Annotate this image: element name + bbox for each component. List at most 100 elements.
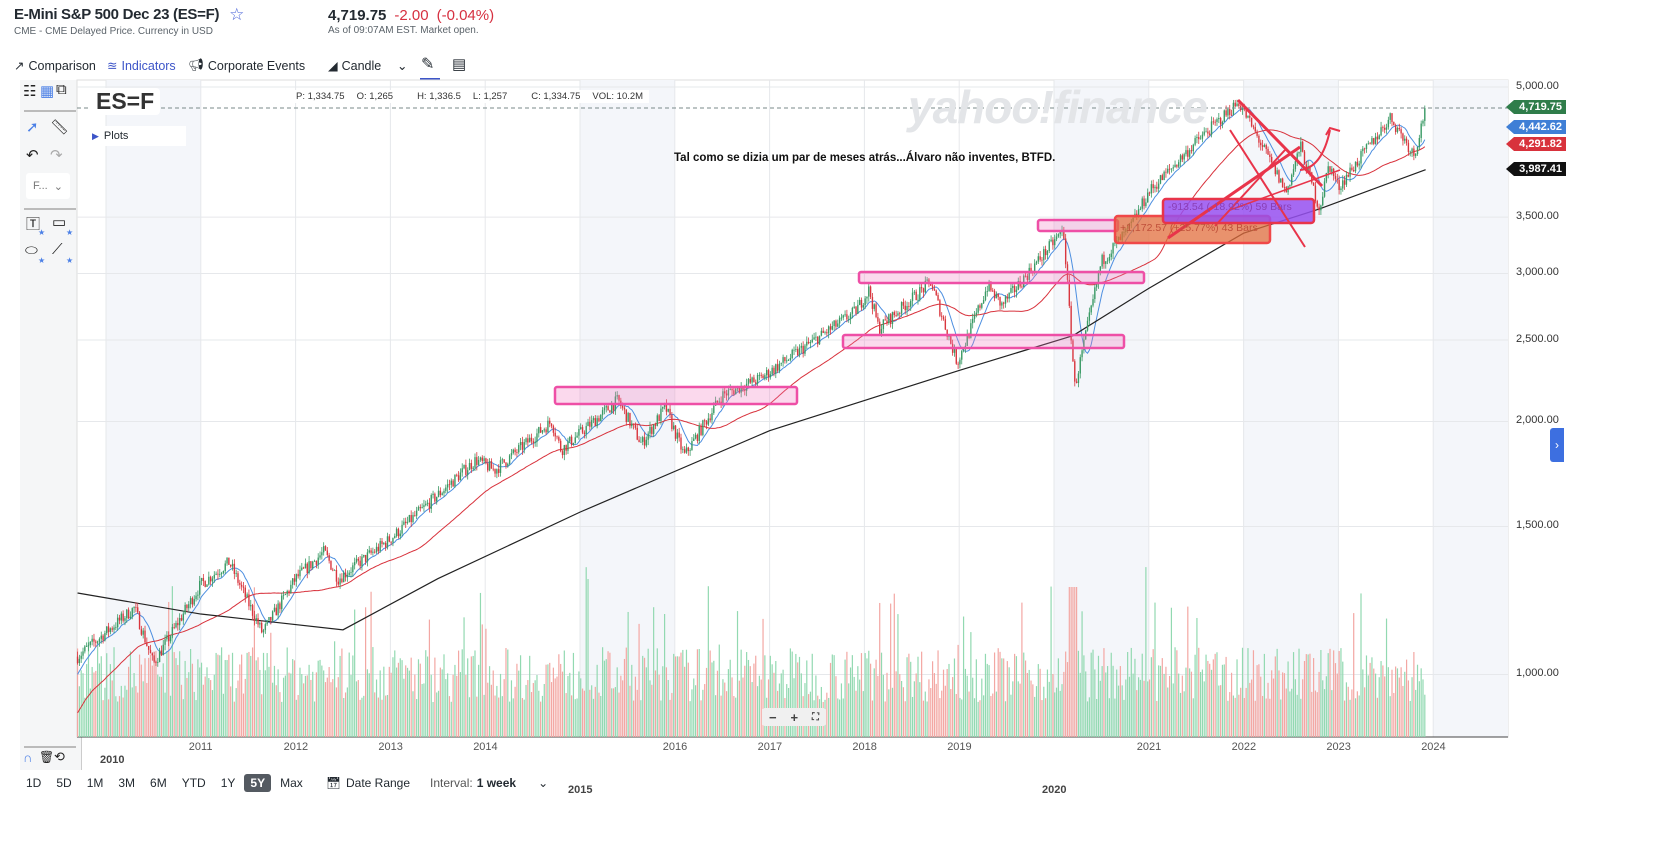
ruler-icon[interactable]: 📏︎ <box>50 119 70 136</box>
fit-screen-icon[interactable]: ⛶ <box>812 711 820 723</box>
volume-bar <box>516 663 518 737</box>
volume-bar <box>1066 662 1069 737</box>
candle-body <box>926 279 928 281</box>
candle-body <box>1280 178 1282 183</box>
range-1m[interactable]: 1M <box>86 776 104 790</box>
range-5y[interactable]: 5Y <box>244 774 272 792</box>
candle-body <box>862 305 865 308</box>
redo-icon[interactable]: ↷ <box>50 147 63 164</box>
volume-bar <box>519 655 522 737</box>
volume-bar <box>612 688 615 737</box>
zoom-in-icon[interactable]: + <box>790 709 799 725</box>
volume-bar <box>210 680 212 737</box>
volume-bar <box>1316 692 1318 737</box>
volume-bar <box>1055 687 1058 737</box>
volume-bar <box>1008 667 1010 737</box>
candle-body <box>346 574 349 578</box>
candle-body <box>771 367 773 375</box>
favorite-star-icon: ★ <box>66 228 74 237</box>
text-tool-icon[interactable]: 🅃 <box>26 216 40 232</box>
cursor-select-icon[interactable]: ➚ <box>26 119 39 136</box>
list-layout-icon[interactable]: ☷ <box>23 83 37 100</box>
candle-body <box>503 459 505 463</box>
volume-bar <box>536 675 538 737</box>
range-1d[interactable]: 1D <box>26 776 42 790</box>
corporate-events-button[interactable]: 📢︎ Corporate Events <box>188 58 305 73</box>
volume-bar <box>1035 686 1038 737</box>
volume-bar <box>326 677 328 737</box>
ellipse-tool-icon[interactable]: ⬭ <box>25 242 38 259</box>
volume-bar <box>1413 652 1415 737</box>
volume-bar <box>366 669 369 737</box>
zoom-out-icon[interactable]: − <box>768 709 777 725</box>
volume-bar <box>589 689 591 737</box>
range-max[interactable]: Max <box>280 776 303 790</box>
font-select[interactable]: F... ⌄ <box>26 173 70 199</box>
comparison-button[interactable]: ↗ Comparison <box>14 58 96 74</box>
candle-body <box>765 370 768 376</box>
range-6m[interactable]: 6M <box>150 776 167 790</box>
volume-bar <box>1108 698 1111 737</box>
range-1y[interactable]: 1Y <box>220 776 236 790</box>
volume-bar <box>709 650 711 737</box>
volume-bar <box>844 659 846 737</box>
undo-icon[interactable]: ↶ <box>26 147 39 164</box>
candle-body <box>239 582 241 585</box>
chevron-down-icon[interactable]: ⌄ <box>538 776 549 790</box>
candle-body <box>977 305 979 313</box>
volume-bar <box>1395 666 1397 737</box>
range-5d[interactable]: 5D <box>56 776 72 790</box>
interval-select[interactable]: 1 week <box>476 776 517 790</box>
candle-body <box>271 611 274 621</box>
reset-icon[interactable]: ⟲ <box>54 749 65 764</box>
plots-toggle[interactable]: ▶ Plots <box>88 126 186 146</box>
volume-bar <box>1057 658 1059 737</box>
volume-bar <box>718 644 720 737</box>
candle-body <box>1004 296 1007 304</box>
volume-bar <box>1063 671 1065 737</box>
volume-bar <box>614 687 616 737</box>
candle-body <box>406 521 409 524</box>
candle-body <box>1012 285 1014 289</box>
range-ytd[interactable]: YTD <box>181 776 206 790</box>
volume-bar <box>1234 697 1236 737</box>
volume-bar <box>625 647 627 737</box>
candle-body <box>817 336 819 345</box>
candle-body <box>310 561 312 568</box>
candle-body <box>1241 108 1244 110</box>
volume-bar <box>755 655 757 737</box>
draw-pencil-icon[interactable]: ✎ <box>421 56 435 73</box>
candle-body <box>1300 141 1302 152</box>
price-tag: 4,719.75 <box>1506 100 1566 114</box>
popout-icon[interactable]: ⧉ <box>56 81 67 98</box>
magnet-icon[interactable]: ∩ <box>23 750 33 765</box>
indicators-button[interactable]: ≊ Indicators <box>107 58 176 74</box>
volume-bar <box>899 674 901 737</box>
candle-body <box>709 418 711 421</box>
line-tool-icon[interactable]: ⟋ <box>52 241 63 258</box>
grid-layout-icon[interactable]: ▦ <box>40 83 55 100</box>
watchlist-star-icon[interactable]: ☆ <box>229 5 245 24</box>
expand-panel-button[interactable]: › <box>1550 428 1564 462</box>
volume-bar <box>436 692 438 737</box>
volume-bar <box>760 679 762 737</box>
volume-bar <box>397 662 400 737</box>
chart-annotation-text[interactable]: Tal como se dizia um par de meses atrás.… <box>674 152 1056 164</box>
candle-body <box>470 462 473 469</box>
volume-bar <box>771 664 773 737</box>
chart-type-chevron-icon[interactable]: ⌄ <box>397 59 408 73</box>
candle-body <box>204 581 206 587</box>
date-range-button[interactable]: Date Range <box>345 776 411 790</box>
rectangle-tool-icon[interactable]: ▭ <box>52 214 67 231</box>
ohlc-readout: P: 1,334.75 O: 1,265 H: 1,336.5 L: 1,257… <box>290 90 650 103</box>
volume-bar <box>911 696 914 737</box>
chart-type-button[interactable]: ◢ Candle <box>328 58 381 74</box>
candle-body <box>332 569 334 571</box>
trash-icon[interactable]: 🗑︎ <box>39 750 55 764</box>
volume-bar <box>501 696 503 737</box>
table-view-icon[interactable]: ▤ <box>452 56 467 73</box>
candle-body <box>423 505 425 508</box>
range-3m[interactable]: 3M <box>118 776 136 790</box>
candle-body <box>592 418 595 421</box>
